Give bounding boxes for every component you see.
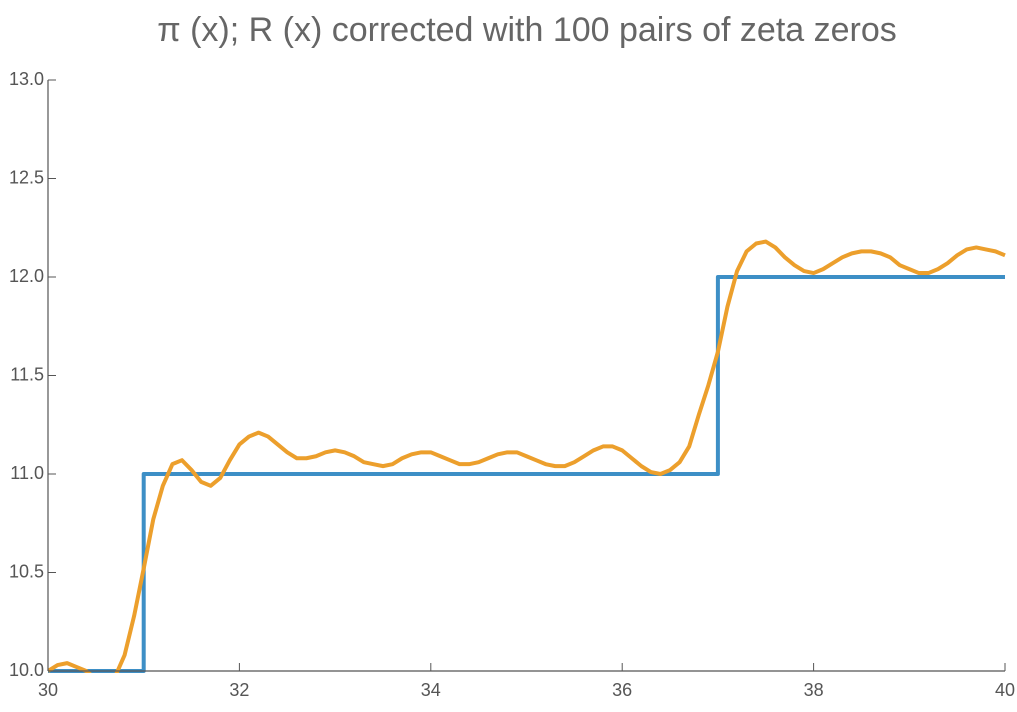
x-tick-label: 30 <box>38 680 58 700</box>
chart-title: π (x); R (x) corrected with 100 pairs of… <box>157 11 897 49</box>
x-tick-label: 36 <box>612 680 632 700</box>
y-tick-label: 10.5 <box>9 561 44 581</box>
y-tick-label: 11.5 <box>10 364 44 384</box>
x-tick-label: 40 <box>995 680 1015 700</box>
series-line <box>48 239 1006 673</box>
plot-area <box>48 239 1006 673</box>
x-tick-label: 32 <box>229 680 249 700</box>
y-tick-label: 13.0 <box>9 69 44 89</box>
y-tick-label: 11.0 <box>10 463 44 483</box>
y-tick-label: 10.0 <box>9 660 44 680</box>
series-line <box>48 275 1005 673</box>
x-tick-label: 34 <box>421 680 441 700</box>
y-tick-label: 12.0 <box>9 266 44 286</box>
y-tick-label: 12.5 <box>9 167 44 187</box>
x-tick-label: 38 <box>804 680 824 700</box>
